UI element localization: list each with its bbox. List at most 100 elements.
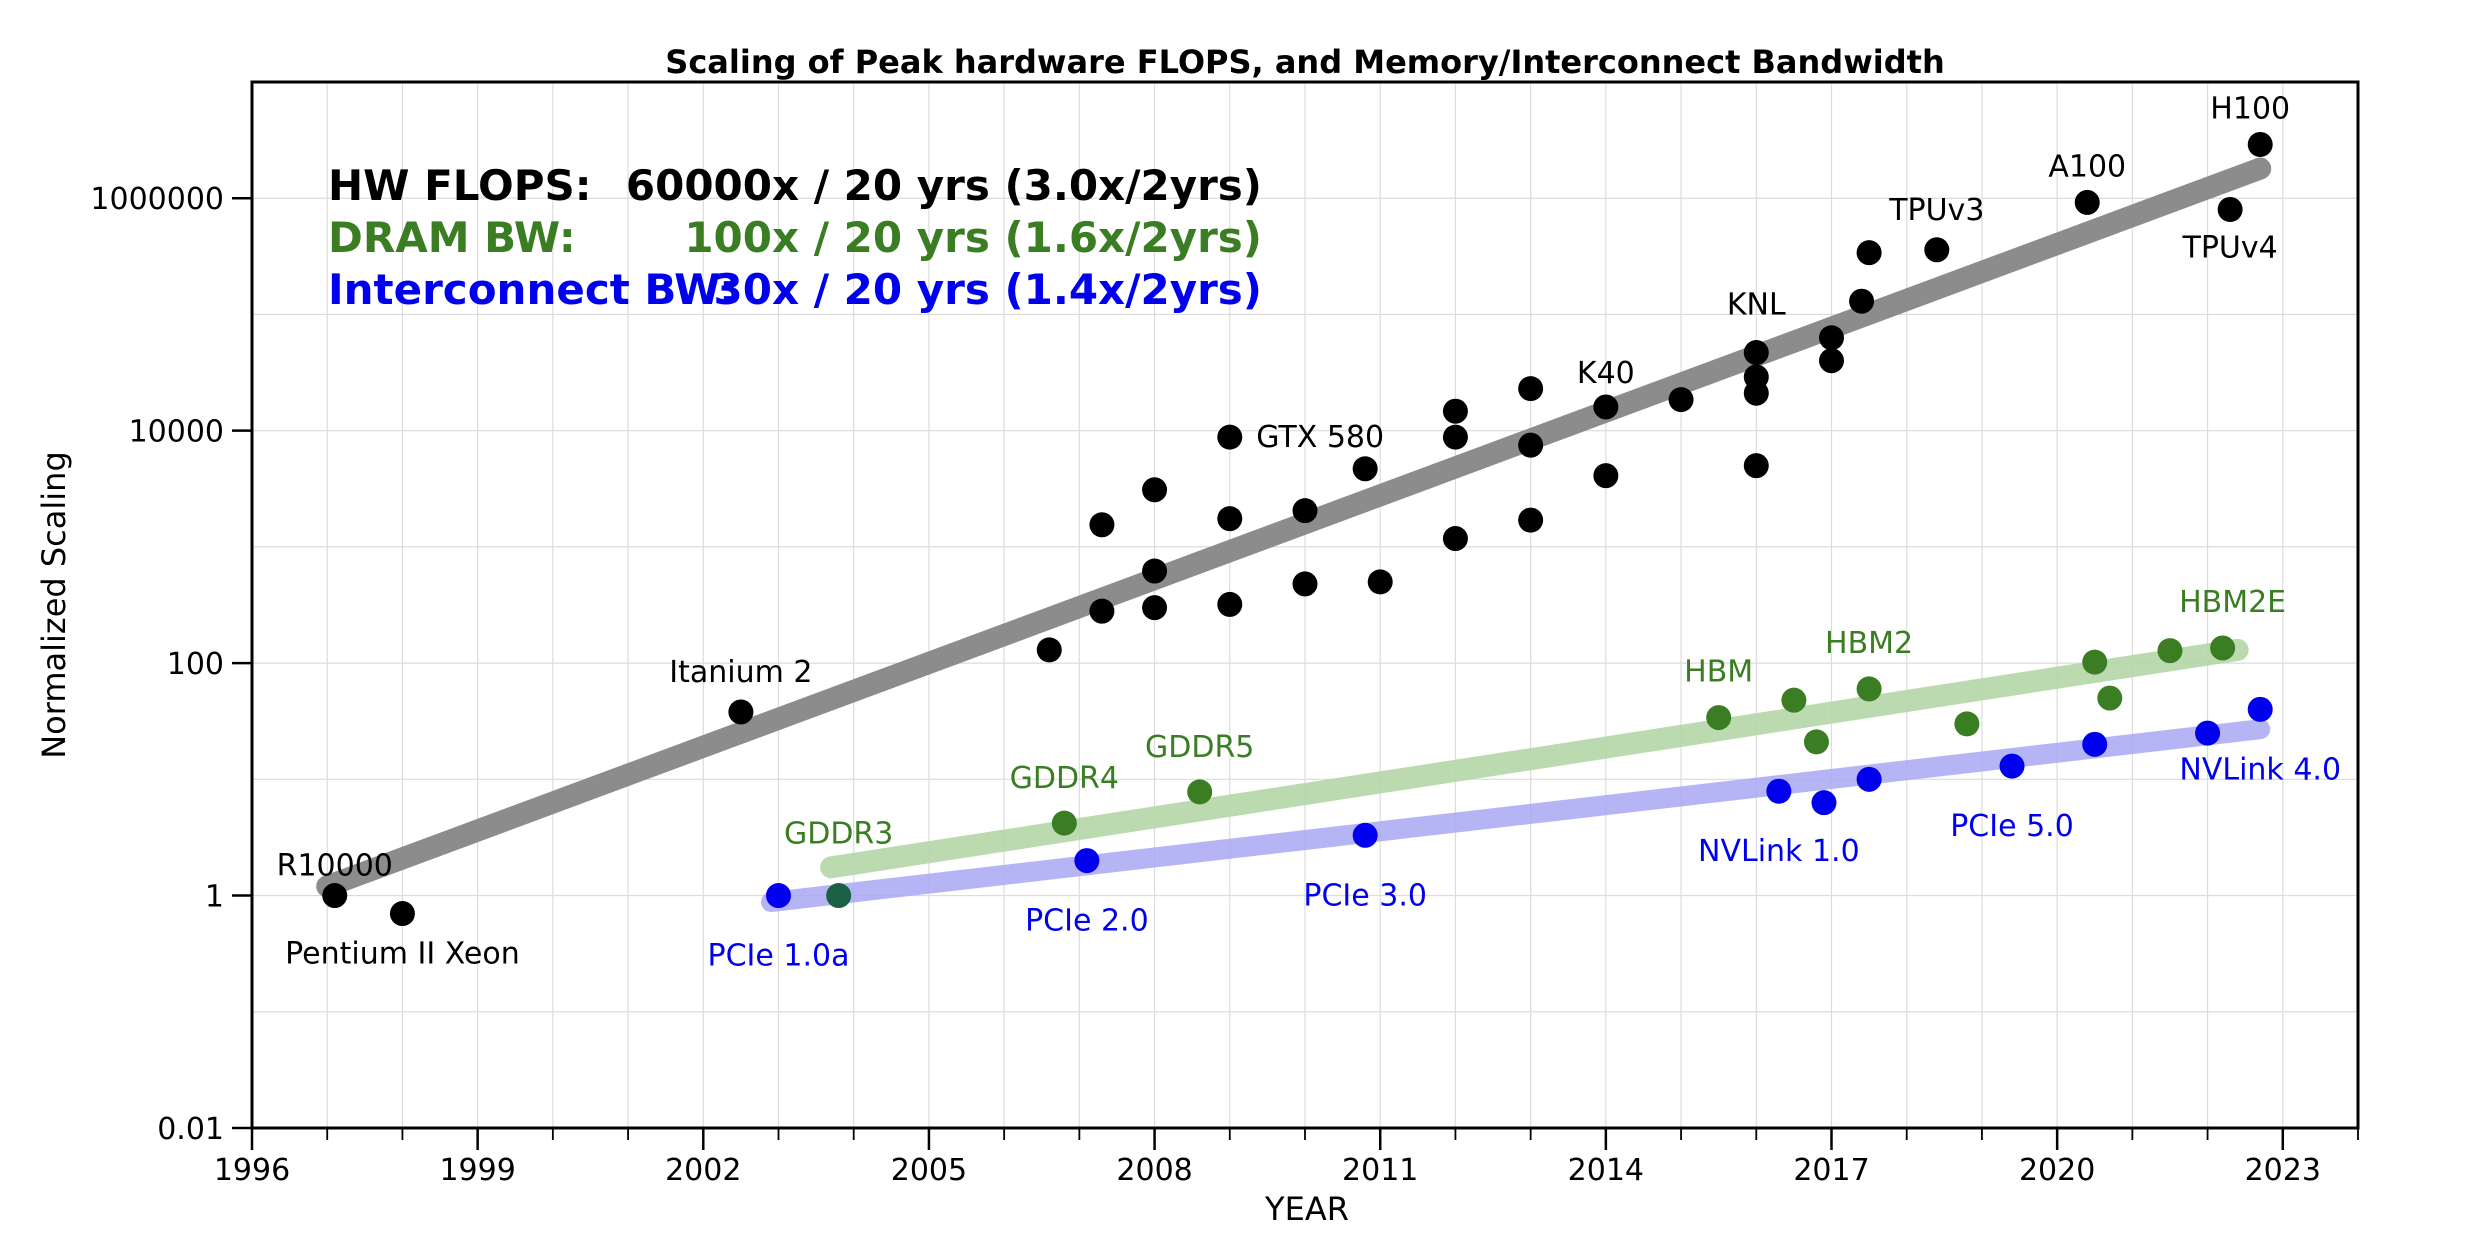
data-point — [1856, 240, 1882, 266]
y-axis-title: Normalized Scaling — [35, 451, 73, 759]
data-point — [1781, 687, 1807, 713]
data-point — [1442, 398, 1468, 424]
data-point — [1803, 729, 1829, 755]
data-point — [1856, 766, 1882, 792]
data-point — [1367, 569, 1393, 595]
data-point — [826, 883, 852, 909]
data-point — [1999, 753, 2025, 779]
data-point — [1593, 463, 1619, 489]
point-annotations: R10000 Pentium II Xeon Itanium 2 GTX 580 K40… — [277, 91, 2341, 973]
y-tick-label: 1000000 — [90, 182, 224, 217]
data-point — [1518, 507, 1544, 533]
x-tick-label: 2017 — [1793, 1153, 1869, 1188]
legend: HW FLOPS: 60000x / 20 yrs (3.0x/2yrs) DRAM… — [328, 161, 1262, 314]
x-tick-label: 2023 — [2245, 1153, 2321, 1188]
data-points — [322, 131, 2273, 927]
data-point — [1089, 598, 1115, 624]
data-point — [1849, 288, 1875, 314]
chart-title: Scaling of Peak hardware FLOPS, and Memo… — [665, 43, 1944, 81]
data-point — [2157, 638, 2183, 664]
y-tick-label: 10000 — [129, 415, 224, 450]
data-point — [1187, 779, 1213, 805]
data-point — [1036, 637, 1062, 663]
data-point — [2195, 720, 2221, 746]
data-point — [1706, 705, 1732, 731]
data-point — [1924, 237, 1950, 263]
data-point — [1856, 676, 1882, 702]
legend-value: 100x / 20 yrs (1.6x/2yrs) — [684, 213, 1262, 262]
data-point — [2074, 189, 2100, 215]
x-tick-label: 2008 — [1116, 1153, 1192, 1188]
point-label: A100 — [2048, 149, 2126, 184]
x-tick-label: 2011 — [1342, 1153, 1418, 1188]
series-hw-flops — [322, 131, 2273, 927]
data-point — [1766, 778, 1792, 804]
data-point — [1442, 424, 1468, 450]
data-point — [1819, 325, 1844, 351]
data-point — [389, 901, 415, 927]
point-label: KNL — [1727, 288, 1786, 323]
point-label: H100 — [2210, 91, 2290, 126]
data-point — [1954, 711, 1980, 737]
data-point — [1352, 456, 1378, 482]
legend-label: Interconnect BW: — [328, 265, 736, 314]
x-tick-label: 2014 — [1568, 1153, 1644, 1188]
legend-label: DRAM BW: — [328, 213, 576, 262]
point-label: HBM — [1684, 655, 1753, 690]
data-point — [1089, 512, 1115, 538]
data-point — [1593, 394, 1619, 420]
point-label: GDDR4 — [1010, 761, 1119, 796]
data-point — [2247, 696, 2273, 722]
data-point — [1292, 571, 1318, 597]
point-label: HBM2E — [2179, 585, 2286, 620]
data-point — [1743, 453, 1769, 479]
point-label: R10000 — [277, 849, 393, 884]
data-point — [1142, 477, 1168, 503]
data-point — [1142, 558, 1168, 584]
data-point — [1442, 526, 1468, 552]
legend-value: 30x / 20 yrs (1.4x/2yrs) — [714, 265, 1262, 314]
x-tick-label: 1999 — [439, 1153, 515, 1188]
data-point — [2082, 649, 2108, 675]
x-tick-label: 1996 — [214, 1153, 290, 1188]
data-point — [2217, 196, 2243, 222]
point-label: GDDR3 — [784, 817, 893, 852]
data-point — [1743, 364, 1769, 390]
x-tick-label: 2005 — [891, 1153, 967, 1188]
point-label: Pentium II Xeon — [285, 937, 520, 972]
data-point — [1518, 376, 1544, 402]
data-point — [1352, 822, 1378, 848]
data-point — [2210, 635, 2236, 661]
data-point — [1217, 591, 1243, 617]
data-point — [1074, 848, 1100, 874]
data-point — [1217, 424, 1243, 450]
data-point — [1217, 506, 1243, 532]
data-point — [1142, 595, 1168, 621]
legend-label: HW FLOPS: — [328, 161, 592, 210]
point-label: K40 — [1577, 356, 1635, 391]
data-point — [728, 699, 754, 725]
point-label: HBM2 — [1825, 626, 1913, 661]
y-tick-label: 100 — [167, 647, 224, 682]
data-point — [2082, 731, 2108, 757]
trend-line — [316, 157, 2272, 898]
x-axis-title: YEAR — [1264, 1190, 1349, 1228]
point-label: GTX 580 — [1256, 420, 1384, 455]
data-point — [1051, 810, 1077, 836]
series-dram-bw — [826, 635, 2236, 909]
point-label: GDDR5 — [1145, 730, 1254, 765]
data-point — [322, 883, 348, 909]
point-label: PCIe 3.0 — [1303, 878, 1427, 913]
point-label: TPUv4 — [2182, 230, 2278, 265]
legend-value: 60000x / 20 yrs (3.0x/2yrs) — [626, 161, 1262, 210]
x-tick-label: 2002 — [665, 1153, 741, 1188]
point-label: NVLink 4.0 — [2179, 752, 2341, 787]
x-tick-label: 2020 — [2019, 1153, 2095, 1188]
point-label: Itanium 2 — [669, 655, 812, 690]
data-point — [2097, 685, 2123, 711]
point-label: NVLink 1.0 — [1698, 834, 1860, 869]
data-point — [1811, 790, 1837, 816]
y-tick-label: 1 — [205, 880, 224, 915]
data-point — [1518, 432, 1544, 458]
